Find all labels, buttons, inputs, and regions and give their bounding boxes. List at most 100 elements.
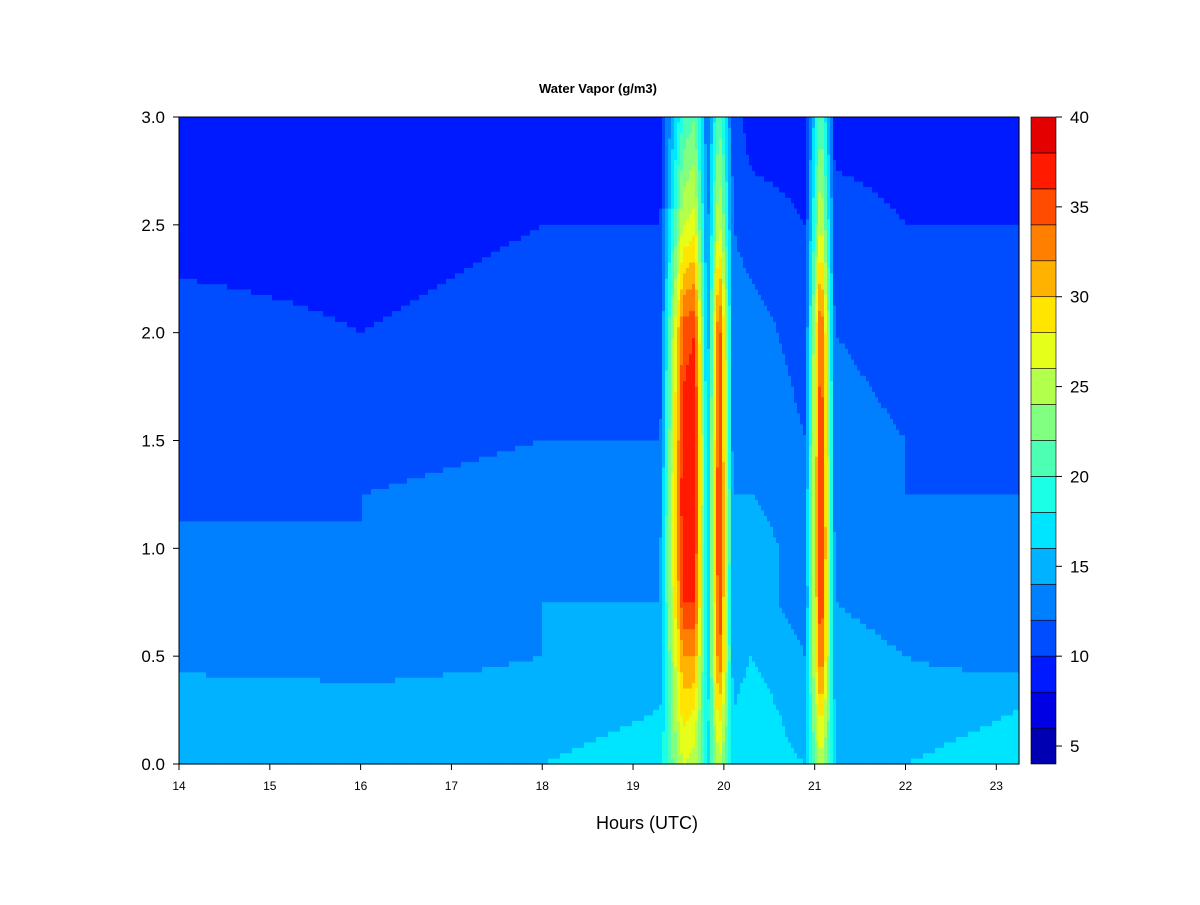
heatmap-cell xyxy=(365,494,369,684)
heatmap-cell xyxy=(605,602,609,738)
heatmap-cell xyxy=(179,521,183,673)
heatmap-cell xyxy=(989,117,993,226)
heatmap-cell xyxy=(218,521,222,679)
heatmap-cell xyxy=(533,117,537,231)
heatmap-cell xyxy=(701,262,705,318)
heatmap-cell xyxy=(878,117,882,199)
heatmap-cell xyxy=(593,117,597,226)
heatmap-cell xyxy=(653,440,657,603)
heatmap-cell xyxy=(476,262,480,463)
heatmap-cell xyxy=(680,133,684,172)
heatmap-cell xyxy=(749,278,753,496)
heatmap-cell xyxy=(194,278,198,522)
heatmap-cell xyxy=(818,693,822,717)
x-tick-label: 16 xyxy=(354,779,368,793)
heatmap-cell xyxy=(827,154,831,221)
heatmap-cell xyxy=(407,305,411,479)
heatmap-cell xyxy=(569,753,573,765)
heatmap-cell xyxy=(827,219,831,269)
heatmap-cell xyxy=(683,316,687,382)
heatmap-cell xyxy=(692,602,696,630)
colorbar-segment xyxy=(1030,404,1057,441)
heatmap-cell xyxy=(806,586,810,609)
heatmap-cell xyxy=(254,677,258,765)
heatmap-cell xyxy=(629,602,633,727)
heatmap-cell xyxy=(977,494,981,673)
heatmap-cell xyxy=(980,117,984,226)
heatmap-cell xyxy=(911,117,915,226)
heatmap-cell xyxy=(521,117,525,237)
heatmap-cell xyxy=(866,629,870,765)
heatmap-cell xyxy=(983,224,987,496)
heatmap-cell xyxy=(743,133,747,269)
heatmap-cell xyxy=(758,117,762,177)
heatmap-cell xyxy=(494,666,498,765)
heatmap-cell xyxy=(1001,715,1005,765)
heatmap-cell xyxy=(653,710,657,765)
heatmap-cell xyxy=(422,478,426,679)
heatmap-cell xyxy=(824,332,828,528)
heatmap-cell xyxy=(728,489,732,566)
heatmap-cell xyxy=(821,715,825,749)
heatmap-cell xyxy=(689,311,693,355)
heatmap-cell xyxy=(839,343,843,609)
heatmap-cell xyxy=(938,224,942,496)
heatmap-cell xyxy=(923,753,927,765)
heatmap-cell xyxy=(617,440,621,603)
heatmap-cell xyxy=(602,117,606,226)
heatmap-cell xyxy=(785,618,789,738)
heatmap-cell xyxy=(503,117,507,247)
heatmap-cell xyxy=(770,117,774,183)
heatmap-cell xyxy=(866,117,870,188)
heatmap-cell xyxy=(485,666,489,765)
heatmap-cell xyxy=(806,327,810,490)
heatmap-cell xyxy=(458,467,462,673)
heatmap-cell xyxy=(857,618,861,765)
heatmap-cell xyxy=(824,559,828,663)
heatmap-cell xyxy=(338,683,342,765)
heatmap-cell xyxy=(548,758,552,765)
heatmap-cell xyxy=(434,677,438,765)
heatmap-cell xyxy=(548,117,552,226)
heatmap-cell xyxy=(506,666,510,765)
heatmap-cell xyxy=(365,117,369,328)
heatmap-cell xyxy=(203,284,207,522)
heatmap-cell xyxy=(296,305,300,522)
heatmap-cell xyxy=(221,677,225,765)
heatmap-cell xyxy=(914,224,918,496)
heatmap-cell xyxy=(521,445,525,663)
heatmap-cell xyxy=(464,267,468,463)
heatmap-cell xyxy=(215,117,219,285)
heatmap-cell xyxy=(353,683,357,765)
heatmap-cell xyxy=(611,731,615,765)
heatmap-cell xyxy=(815,672,819,706)
heatmap-cell xyxy=(620,440,624,603)
heatmap-cell xyxy=(683,294,687,318)
heatmap-cell xyxy=(1004,494,1008,673)
heatmap-cell xyxy=(632,224,636,442)
heatmap-cell xyxy=(650,602,654,717)
heatmap-cell xyxy=(575,117,579,226)
heatmap-cell xyxy=(812,294,816,355)
heatmap-cell xyxy=(431,472,435,679)
heatmap-cell xyxy=(1004,224,1008,496)
heatmap-cell xyxy=(500,246,504,452)
heatmap-cell xyxy=(413,478,417,679)
heatmap-cell xyxy=(182,117,186,280)
heatmap-cell xyxy=(251,521,255,679)
heatmap-cell xyxy=(638,117,642,226)
heatmap-cell xyxy=(494,117,498,253)
heatmap-cell xyxy=(635,117,639,226)
heatmap-cell xyxy=(725,181,729,247)
heatmap-cell xyxy=(479,117,483,264)
heatmap-cell xyxy=(749,494,753,657)
heatmap-cell xyxy=(302,521,306,679)
heatmap-cell xyxy=(812,197,816,253)
heatmap-cell xyxy=(362,494,366,684)
heatmap-cell xyxy=(701,505,705,673)
heatmap-cell xyxy=(680,515,684,609)
heatmap-cell xyxy=(929,224,933,496)
heatmap-cell xyxy=(812,731,816,765)
colorbar-tick-label: 25 xyxy=(1070,378,1089,397)
